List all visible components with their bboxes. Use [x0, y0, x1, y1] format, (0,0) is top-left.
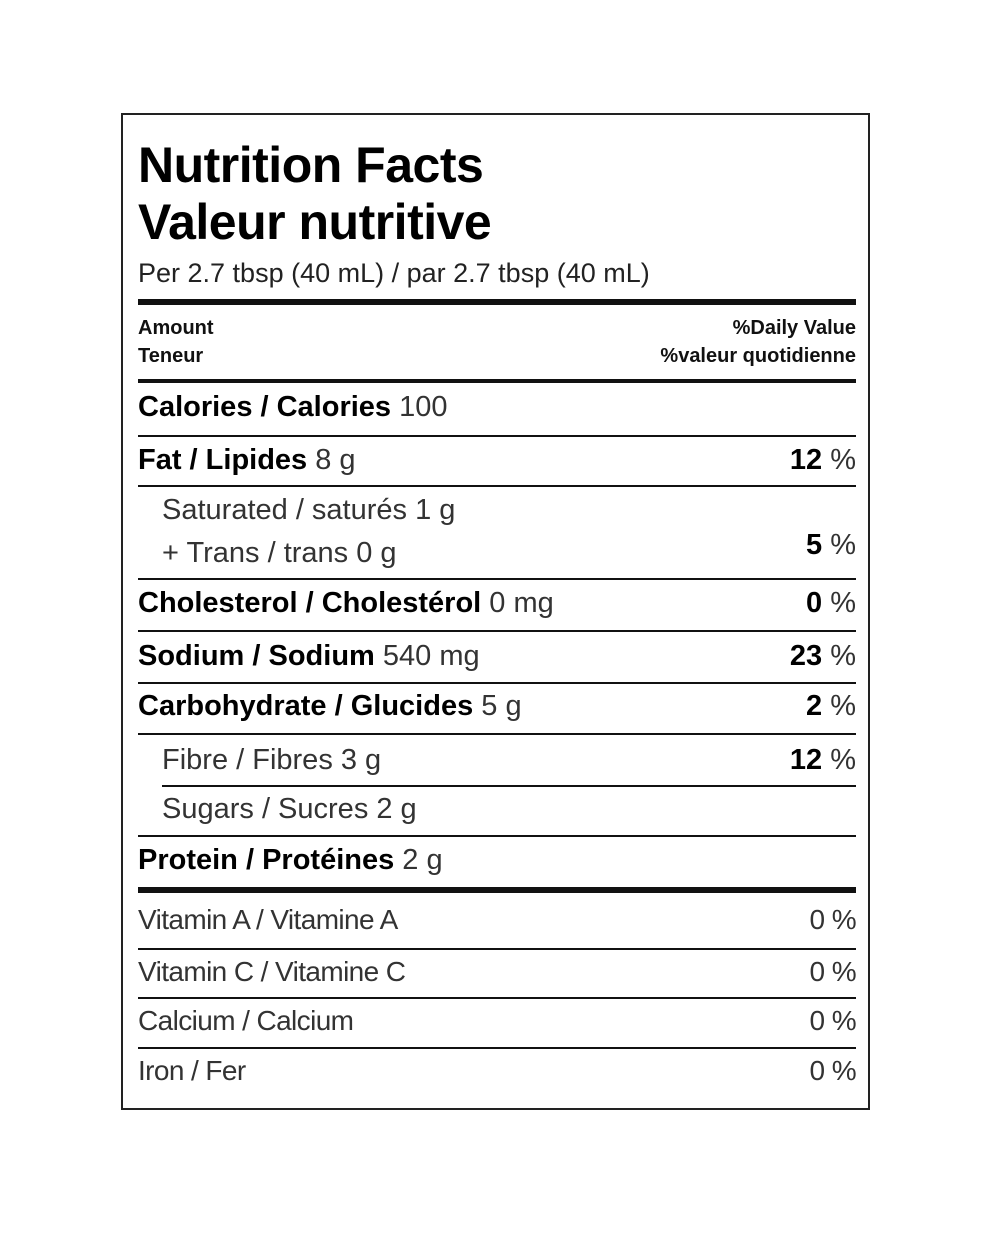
- thick-divider: [138, 299, 856, 305]
- divider: [138, 835, 856, 837]
- calories-label: Calories / Calories: [138, 391, 392, 423]
- iron-row: Iron / Fer 0 %: [138, 1053, 857, 1089]
- divider: [138, 948, 856, 950]
- protein-label: Protein / Protéines: [138, 844, 395, 876]
- vitamin-dv: 0 %: [809, 956, 857, 987]
- percent-unit: %: [830, 640, 856, 672]
- saturated-row: Saturated / saturés 1 g: [138, 492, 856, 528]
- calcium-row: Calcium / Calcium 0 %: [138, 1003, 857, 1039]
- thick-divider: [138, 887, 856, 893]
- cholesterol-label: Cholesterol / Cholestérol: [138, 587, 482, 619]
- dv-en: %Daily Value: [732, 317, 856, 339]
- thick-divider: [138, 379, 856, 383]
- sugars-row: Sugars / Sucres 2 g: [138, 791, 856, 827]
- mineral-label: Calcium / Calcium: [138, 1005, 354, 1036]
- amount-fr: Teneur: [138, 345, 204, 367]
- fat-label: Fat / Lipides: [138, 444, 308, 476]
- dv-fr: %valeur quotidienne: [660, 345, 856, 367]
- title-english: Nutrition Facts: [138, 137, 484, 193]
- trans-row: + Trans / trans 0 g 5 %: [138, 529, 856, 571]
- sugars-label: Sugars / Sucres 2 g: [162, 793, 417, 825]
- saturated-label: Saturated / saturés 1 g: [162, 494, 456, 526]
- nutrition-facts-label: Nutrition Facts Valeur nutritive Per 2.7…: [121, 113, 870, 1110]
- sodium-label: Sodium / Sodium: [138, 640, 375, 672]
- vitamin-c-row: Vitamin C / Vitamine C 0 %: [138, 954, 857, 990]
- mineral-label: Iron / Fer: [138, 1055, 246, 1086]
- protein-value: 2 g: [402, 844, 443, 876]
- fat-value: 8 g: [315, 444, 356, 476]
- fibre-dv: 12: [789, 744, 823, 776]
- serving-size: Per 2.7 tbsp (40 mL) / par 2.7 tbsp (40 …: [138, 258, 650, 288]
- sodium-row: Sodium / Sodium 540 mg 23 %: [138, 638, 856, 674]
- percent-unit: %: [830, 444, 856, 476]
- vitamin-a-row: Vitamin A / Vitamine A 0 %: [138, 902, 857, 938]
- divider: [138, 630, 856, 632]
- amount-header: Amount Teneur: [138, 314, 214, 370]
- divider: [138, 435, 856, 437]
- protein-row: Protein / Protéines 2 g: [138, 842, 856, 878]
- calories-row: Calories / Calories 100: [138, 389, 856, 425]
- vitamin-label: Vitamin C / Vitamine C: [138, 956, 406, 987]
- carbohydrate-row: Carbohydrate / Glucides 5 g 2 %: [138, 688, 856, 724]
- amount-en: Amount: [138, 317, 214, 339]
- percent-unit: %: [830, 744, 856, 776]
- title-french: Valeur nutritive: [138, 194, 492, 250]
- divider: [138, 682, 856, 684]
- carbohydrate-label: Carbohydrate / Glucides: [138, 690, 474, 722]
- indented-divider: [162, 785, 856, 787]
- fibre-row: Fibre / Fibres 3 g 12 %: [138, 742, 856, 778]
- fat-row: Fat / Lipides 8 g 12 %: [138, 442, 856, 478]
- divider: [138, 733, 856, 735]
- mineral-dv: 0 %: [809, 1005, 857, 1036]
- daily-value-header: %Daily Value %valeur quotidienne: [660, 314, 856, 370]
- divider: [138, 578, 856, 580]
- carbohydrate-value: 5 g: [481, 690, 522, 722]
- percent-unit: %: [830, 587, 856, 619]
- sodium-dv: 23: [789, 640, 823, 672]
- fat-dv: 12: [789, 444, 823, 476]
- fibre-label: Fibre / Fibres 3 g: [162, 744, 382, 776]
- trans-label: + Trans / trans 0 g: [162, 537, 397, 569]
- cholesterol-row: Cholesterol / Cholestérol 0 mg 0 %: [138, 585, 856, 621]
- percent-unit: %: [830, 690, 856, 722]
- vitamin-label: Vitamin A / Vitamine A: [138, 904, 398, 935]
- cholesterol-dv: 0: [806, 587, 823, 619]
- mineral-dv: 0 %: [809, 1055, 857, 1086]
- sat-trans-dv: 5: [806, 529, 823, 561]
- divider: [138, 997, 856, 999]
- divider: [138, 1047, 856, 1049]
- carbohydrate-dv: 2: [806, 690, 823, 722]
- divider: [138, 485, 856, 487]
- percent-unit: %: [830, 529, 856, 561]
- calories-value: 100: [399, 391, 448, 423]
- cholesterol-value: 0 mg: [489, 587, 554, 619]
- sodium-value: 540 mg: [382, 640, 480, 672]
- vitamin-dv: 0 %: [809, 904, 857, 935]
